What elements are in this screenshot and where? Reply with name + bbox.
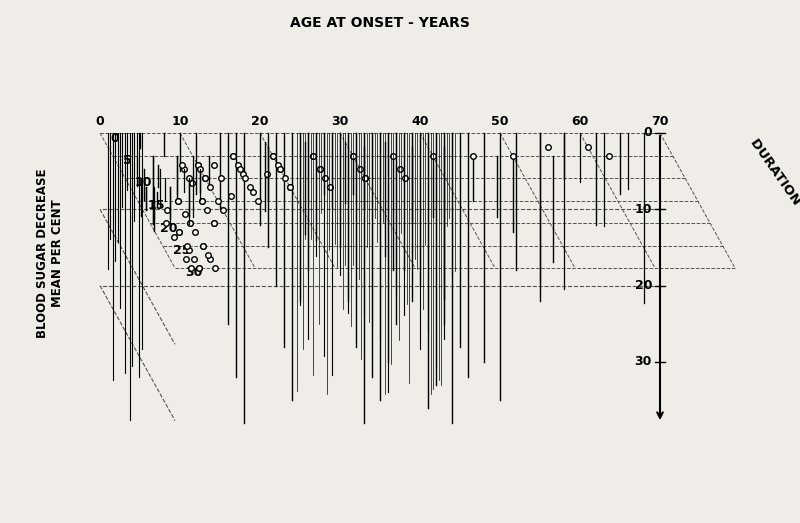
Text: 30: 30 — [331, 115, 349, 128]
Text: 10: 10 — [634, 203, 652, 216]
Text: 15: 15 — [147, 199, 165, 212]
Text: 0: 0 — [643, 127, 652, 140]
Text: 70: 70 — [651, 115, 669, 128]
Text: 30: 30 — [634, 356, 652, 368]
Text: 0: 0 — [96, 115, 104, 128]
Text: 25: 25 — [173, 244, 190, 257]
Text: 60: 60 — [571, 115, 589, 128]
Text: 30: 30 — [185, 267, 202, 279]
Text: 50: 50 — [491, 115, 509, 128]
Text: DURATION - YEARS: DURATION - YEARS — [748, 137, 800, 259]
Text: 10: 10 — [171, 115, 189, 128]
Text: 10: 10 — [135, 176, 153, 189]
Text: 20: 20 — [251, 115, 269, 128]
Text: 20: 20 — [160, 222, 178, 234]
Text: AGE AT ONSET - YEARS: AGE AT ONSET - YEARS — [290, 16, 470, 30]
Text: 20: 20 — [634, 279, 652, 292]
Text: BLOOD SUGAR DECREASE
MEAN PER CENT: BLOOD SUGAR DECREASE MEAN PER CENT — [36, 168, 64, 338]
Text: 0: 0 — [110, 131, 118, 144]
Text: 40: 40 — [411, 115, 429, 128]
Text: 5: 5 — [122, 154, 131, 167]
